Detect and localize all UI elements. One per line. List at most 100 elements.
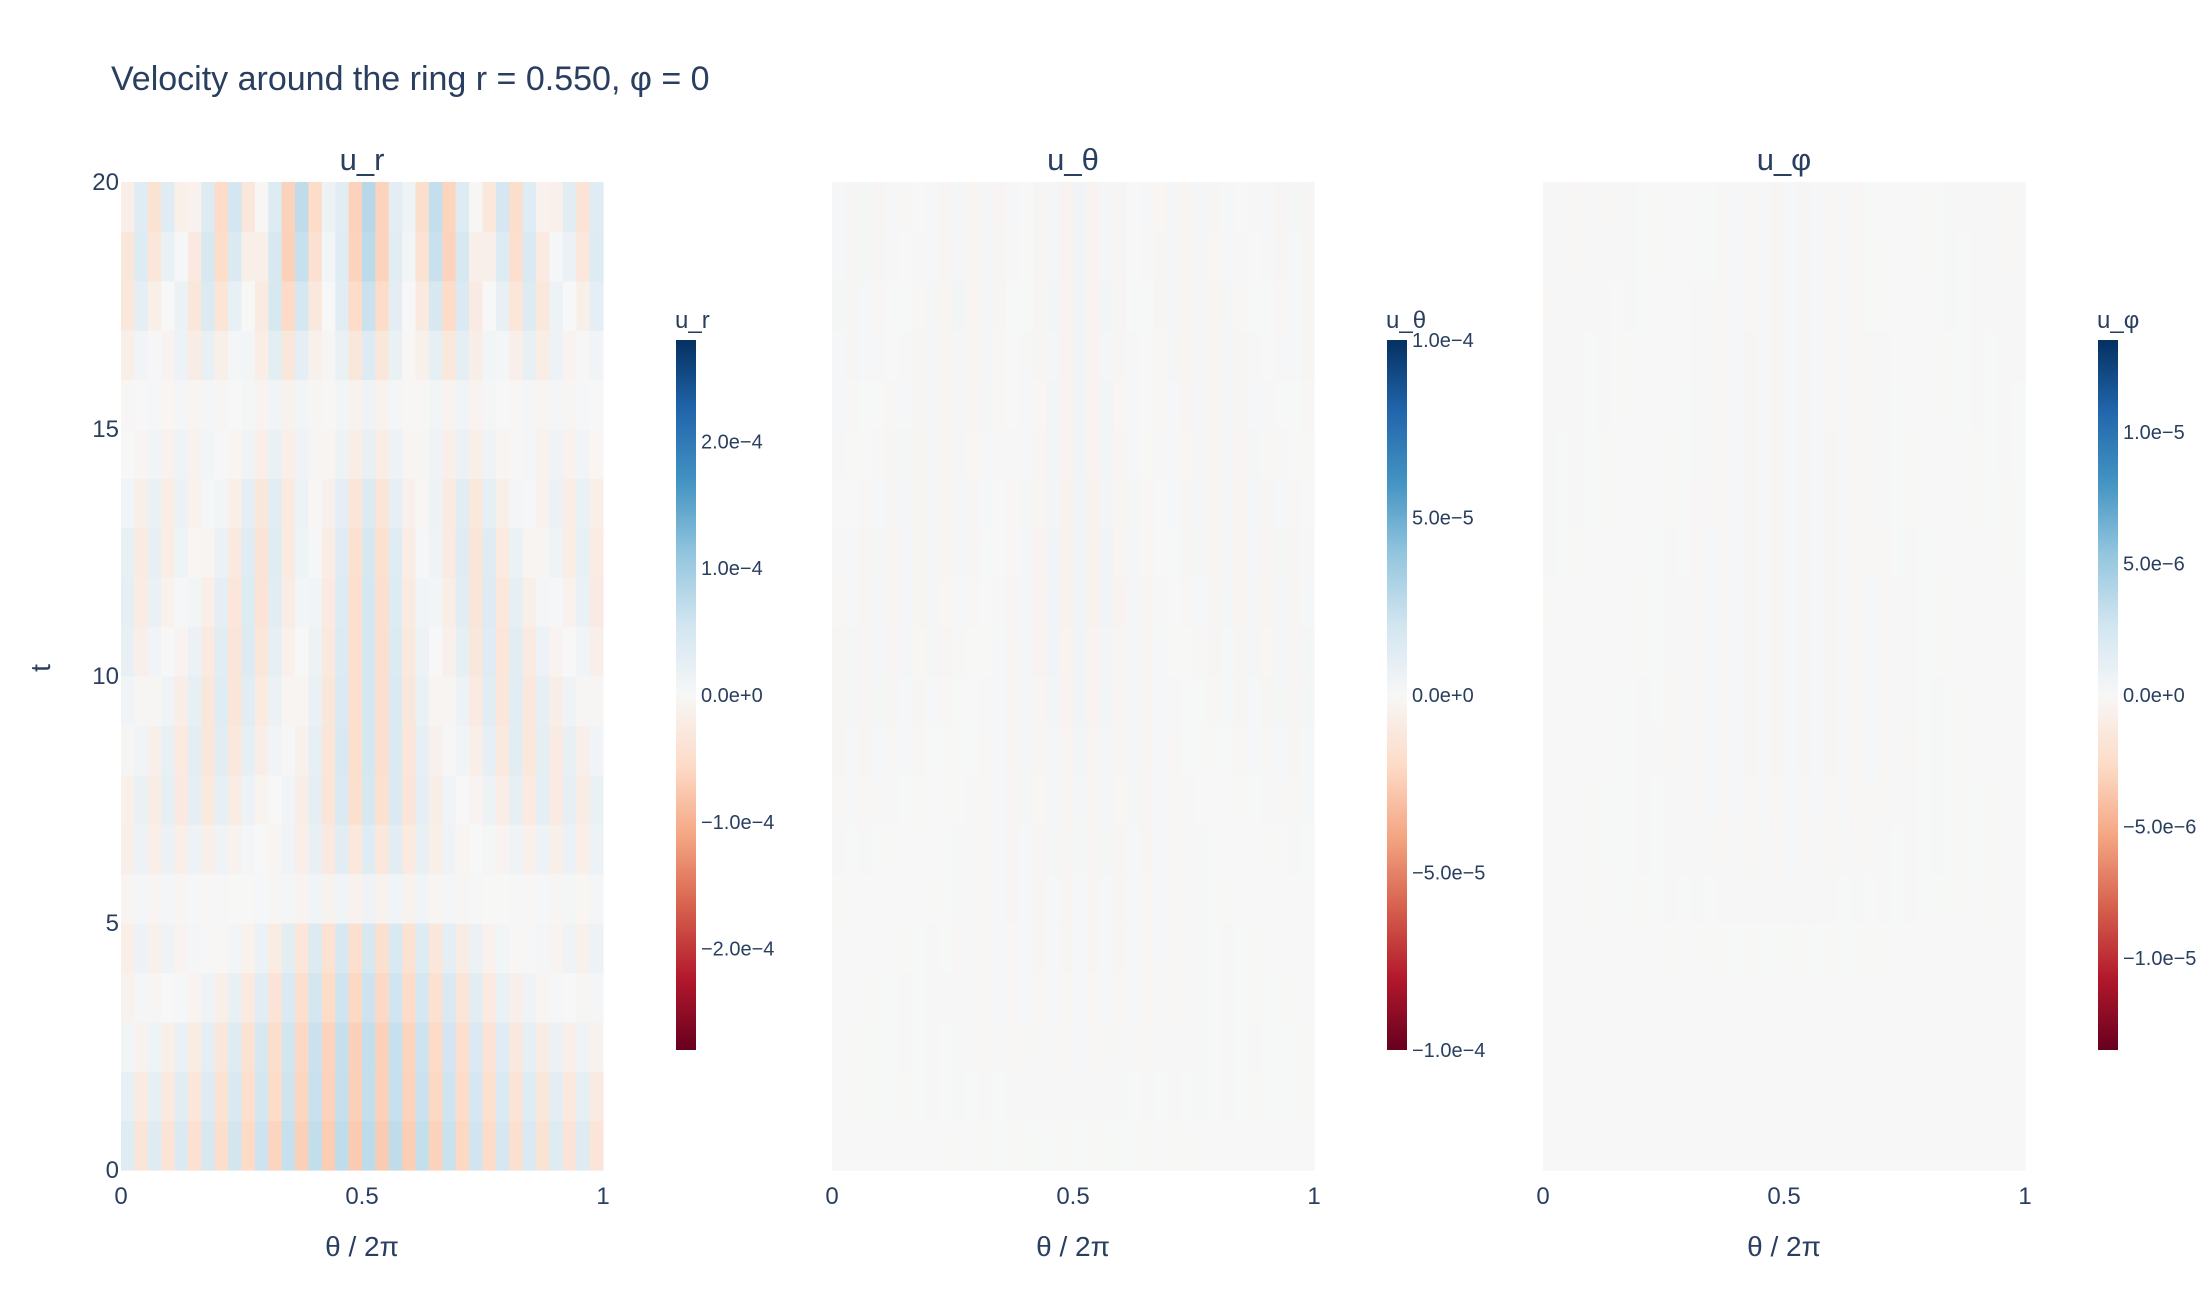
heatmap-cell xyxy=(1273,478,1288,529)
heatmap-cell xyxy=(174,923,189,973)
heatmap-cell xyxy=(858,873,873,924)
heatmap-cell xyxy=(1757,280,1772,331)
heatmap-cell xyxy=(589,182,604,232)
heatmap-cell xyxy=(1300,379,1315,430)
heatmap-cell xyxy=(1569,429,1584,479)
heatmap-cell xyxy=(1220,1071,1235,1122)
heatmap-cell xyxy=(1569,478,1584,529)
heatmap-cells xyxy=(832,182,1315,1171)
heatmap-cell xyxy=(121,182,135,232)
heatmap-cell xyxy=(455,923,470,973)
heatmap-cell xyxy=(1273,972,1288,1023)
heatmap-cell xyxy=(1931,873,1946,924)
heatmap-cell xyxy=(1864,478,1879,529)
heatmap-cell xyxy=(495,1021,510,1072)
heatmap-cell xyxy=(1032,478,1047,529)
chart-title: Velocity around the ring r = 0.550, φ = … xyxy=(111,60,710,98)
heatmap-cell xyxy=(495,923,510,973)
heatmap-cell xyxy=(562,725,577,776)
heatmap-cell xyxy=(1139,379,1154,430)
heatmap-cell xyxy=(1273,774,1288,825)
heatmap-cell xyxy=(1596,1120,1611,1171)
heatmap-cell xyxy=(1273,577,1288,628)
heatmap-cell xyxy=(214,774,229,825)
heatmap-cell xyxy=(1180,429,1195,479)
heatmap-cell xyxy=(1650,429,1665,479)
heatmap-cell xyxy=(1998,1120,2013,1171)
heatmap-cell xyxy=(428,1120,443,1171)
heatmap-cell xyxy=(939,873,954,924)
heatmap-cell xyxy=(562,873,577,924)
heatmap-cell xyxy=(1864,873,1879,924)
heatmap-cell xyxy=(161,676,176,726)
heatmap-cell xyxy=(1166,231,1181,282)
heatmap-cell xyxy=(965,429,980,479)
heatmap-cell xyxy=(201,626,216,677)
heatmap-cell xyxy=(1797,1021,1812,1072)
heatmap-cell xyxy=(1059,923,1074,973)
heatmap-cell xyxy=(1703,429,1718,479)
heatmap-cell xyxy=(375,1021,390,1072)
heatmap-cell xyxy=(455,429,470,479)
heatmap-cell xyxy=(295,231,310,282)
heatmap-cell xyxy=(979,873,994,924)
heatmap-cell xyxy=(1730,824,1745,875)
panel-title: u_θ xyxy=(1047,142,1099,177)
heatmap-cell xyxy=(1770,1021,1785,1072)
heatmap-cell xyxy=(455,1120,470,1171)
heatmap-cell xyxy=(1663,1071,1678,1122)
heatmap-cell xyxy=(1730,182,1745,232)
heatmap-cell xyxy=(1690,1120,1705,1171)
heatmap-cell xyxy=(1757,478,1772,529)
x-tick-label: 1 xyxy=(1307,1183,1320,1210)
heatmap-cell xyxy=(174,1071,189,1122)
heatmap-cell xyxy=(885,1071,900,1122)
heatmap-cell xyxy=(979,774,994,825)
heatmap-cell xyxy=(1073,972,1087,1023)
y-tick-label: 20 xyxy=(92,169,119,196)
heatmap-cell xyxy=(1984,972,1999,1023)
heatmap-cell xyxy=(872,577,887,628)
heatmap-cell xyxy=(295,577,310,628)
heatmap-cell xyxy=(161,280,176,331)
heatmap-cell xyxy=(1931,280,1946,331)
heatmap-cell xyxy=(1166,676,1181,726)
y-tick-label: 0 xyxy=(106,1157,119,1184)
heatmap-cell xyxy=(1676,676,1691,726)
heatmap-cell xyxy=(1810,1071,1825,1122)
heatmap-cell xyxy=(402,231,417,282)
heatmap-cell xyxy=(375,873,390,924)
heatmap-cell xyxy=(1113,182,1128,232)
heatmap-cell xyxy=(187,1120,202,1171)
heatmap-cell xyxy=(375,774,390,825)
heatmap-cell xyxy=(1944,478,1959,529)
heatmap-cell xyxy=(1810,676,1825,726)
heatmap-cell xyxy=(161,330,176,381)
heatmap-cell xyxy=(1583,429,1598,479)
heatmap-cell xyxy=(872,429,887,479)
heatmap-cell xyxy=(885,330,900,381)
heatmap-cell xyxy=(1998,1071,2013,1122)
heatmap-cell xyxy=(1247,972,1262,1023)
heatmap-cell xyxy=(1663,429,1678,479)
heatmap-cell xyxy=(335,577,350,628)
heatmap-cell xyxy=(281,774,296,825)
heatmap-cell xyxy=(576,923,591,973)
heatmap-cell xyxy=(442,1120,457,1171)
heatmap-cell xyxy=(1837,527,1852,578)
heatmap-cell xyxy=(281,182,296,232)
heatmap-cell xyxy=(1099,1120,1114,1171)
heatmap-cell xyxy=(1743,577,1758,628)
heatmap-cell xyxy=(1139,577,1154,628)
heatmap-cell xyxy=(1824,182,1839,232)
heatmap-cell xyxy=(1046,676,1061,726)
heatmap-cell xyxy=(1153,923,1168,973)
heatmap-cell xyxy=(428,626,443,677)
heatmap-cell xyxy=(1139,626,1154,677)
heatmap-cell xyxy=(1663,774,1678,825)
heatmap-cell xyxy=(1287,527,1302,578)
heatmap-cell xyxy=(1730,676,1745,726)
heatmap-cell xyxy=(1636,972,1651,1023)
heatmap-cell xyxy=(1153,379,1168,430)
heatmap-cell xyxy=(1717,577,1732,628)
